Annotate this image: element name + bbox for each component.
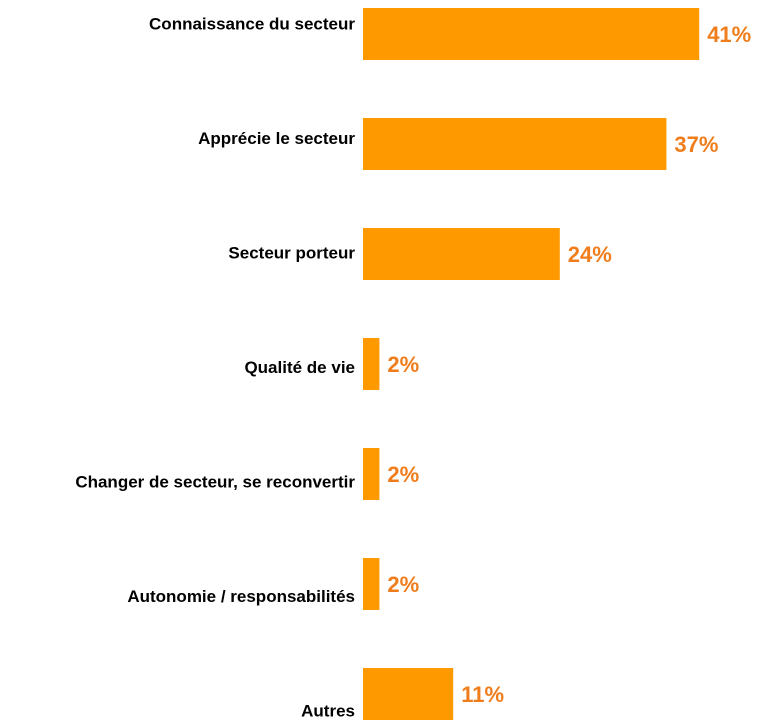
category-label: Autres: [301, 701, 355, 720]
category-label: Connaissance du secteur: [149, 14, 355, 33]
value-label: 37%: [674, 132, 718, 157]
category-label: Changer de secteur, se reconvertir: [75, 472, 355, 491]
category-label: Apprécie le secteur: [198, 129, 355, 148]
bar: [363, 228, 560, 280]
bar: [363, 558, 380, 610]
bar: [363, 448, 380, 500]
value-label: 2%: [387, 352, 419, 377]
category-label: Autonomie / responsabilités: [127, 587, 355, 606]
value-label: 24%: [568, 242, 612, 267]
category-label: Secteur porteur: [228, 243, 355, 262]
bar: [363, 338, 380, 390]
value-label: 2%: [387, 462, 419, 487]
category-label: Qualité de vie: [244, 358, 355, 377]
value-label: 11%: [461, 682, 504, 707]
value-label: 41%: [707, 22, 751, 47]
value-label: 2%: [387, 572, 419, 597]
bar: [363, 8, 700, 60]
bar: [363, 118, 667, 170]
bar: [363, 668, 454, 720]
